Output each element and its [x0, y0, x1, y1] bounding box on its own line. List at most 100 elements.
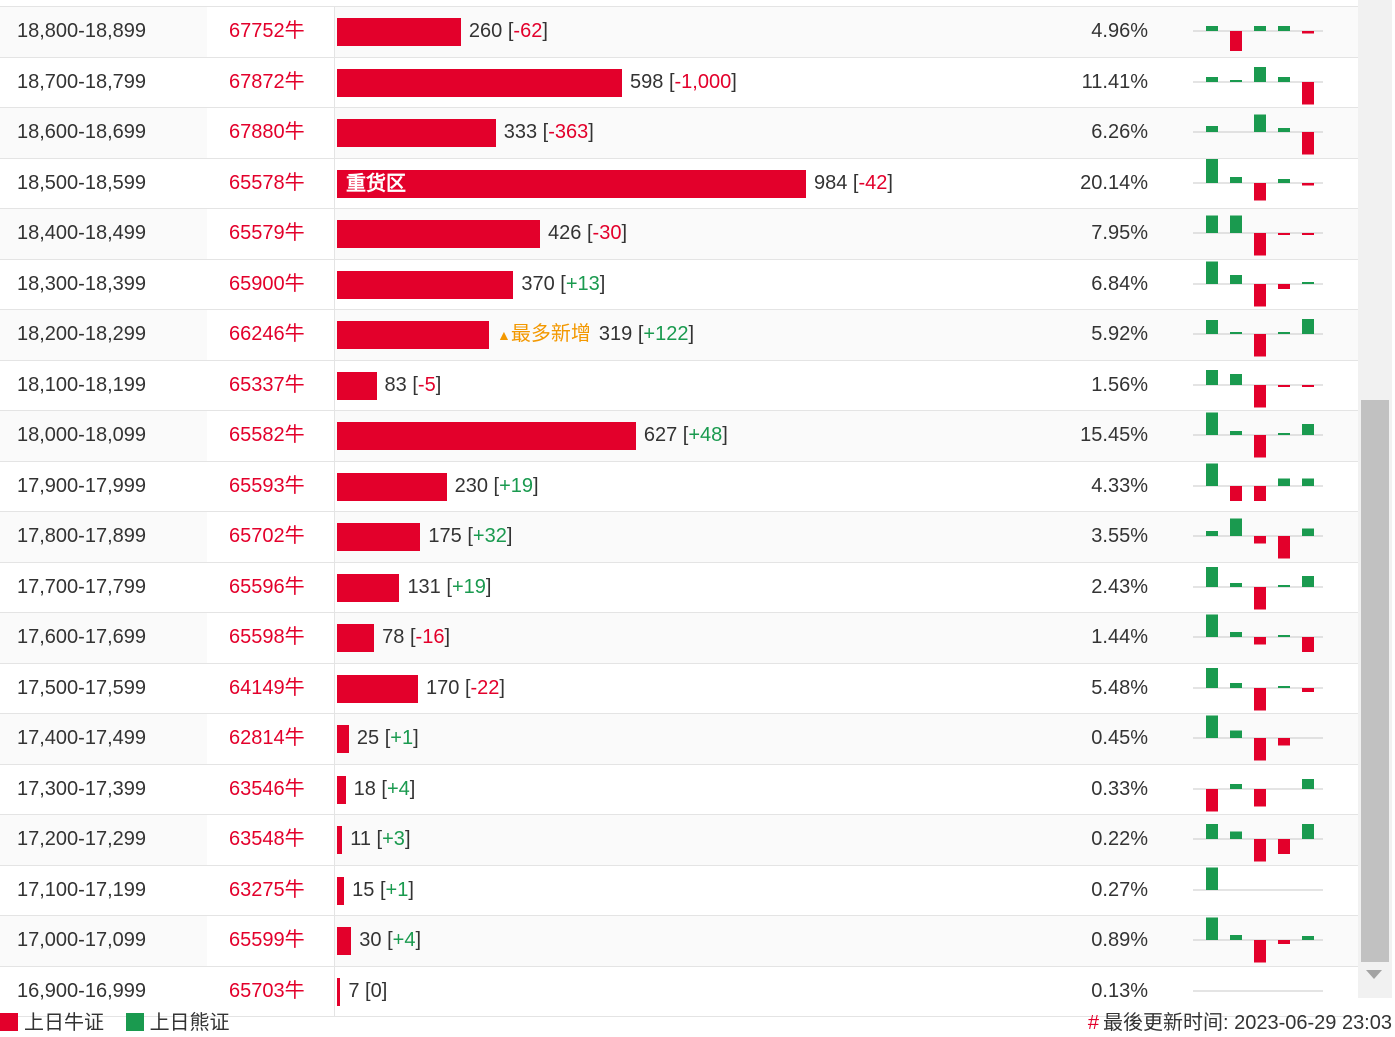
warrant-code-link[interactable]: 64149牛 — [207, 663, 335, 713]
volume-bar-cell: ▲最多新增 319 [+122] — [337, 310, 1037, 360]
sparkline-bar — [1206, 788, 1218, 811]
scroll-down-arrow-icon[interactable] — [1366, 970, 1382, 979]
table-row: 17,100-17,199 63275牛 15 [+1] 0.27% — [0, 865, 1358, 916]
volume-bar — [337, 826, 343, 854]
warrant-code-link[interactable]: 65582牛 — [207, 411, 335, 461]
volume-value: 319 — [598, 323, 633, 345]
bull-bear-distribution-table: 18,800-18,899 67752牛 260 [-62] 4.96% 18,700-… — [0, 6, 1358, 1017]
sparkline-bar — [1278, 685, 1290, 688]
strike-range: 17,600-17,699 — [17, 626, 147, 648]
warrant-code-link[interactable]: 67872牛 — [207, 57, 335, 107]
warrant-code-link[interactable]: 65578牛 — [207, 158, 335, 208]
volume-change: +4 — [392, 929, 416, 951]
sparkline-bar — [1254, 66, 1266, 82]
warrant-code-link[interactable]: 63275牛 — [207, 865, 335, 915]
volume-change: +32 — [472, 525, 507, 547]
sparkline-bar — [1206, 26, 1218, 31]
table-row: 17,600-17,699 65598牛 78 [-16] 1.44% — [0, 613, 1358, 664]
sparkline-chart — [1193, 463, 1323, 501]
sparkline-chart — [1193, 66, 1323, 104]
volume-value: 11 — [350, 828, 371, 850]
percentage: 0.33% — [1091, 777, 1148, 800]
sparkline-chart — [1193, 614, 1323, 652]
volume-change: -16 — [415, 626, 445, 648]
warrant-code-link[interactable]: 66246牛 — [207, 310, 335, 360]
sparkline-bar — [1278, 940, 1290, 944]
sparkline-bar — [1206, 531, 1218, 536]
warrant-code-link[interactable]: 65337牛 — [207, 360, 335, 410]
warrant-code-link[interactable]: 63548牛 — [207, 815, 335, 865]
sparkline-chart — [1193, 715, 1323, 761]
table-row: 18,000-18,099 65582牛 627 [+48] 15.45% — [0, 411, 1358, 462]
warrant-code-link[interactable]: 65703牛 — [207, 966, 335, 1016]
percentage: 3.55% — [1091, 525, 1148, 547]
volume-bar — [337, 270, 514, 299]
sparkline-bar — [1230, 274, 1242, 284]
sparkline-bar — [1230, 783, 1242, 789]
percentage: 4.96% — [1091, 20, 1148, 42]
sparkline-bar — [1206, 76, 1218, 82]
volume-bar-cell: 131 [+19] — [337, 563, 1037, 613]
volume-bar — [337, 68, 623, 97]
warrant-code-link[interactable]: 65599牛 — [207, 916, 335, 966]
volume-bar-cell: 370 [+13] — [337, 260, 1037, 310]
volume-bar — [337, 220, 541, 248]
warrant-code-link[interactable]: 65579牛 — [207, 209, 335, 259]
legend: 上日牛证 上日熊证 — [0, 1009, 246, 1037]
sparkline-chart — [1193, 412, 1323, 458]
warrant-code-link[interactable]: 62814牛 — [207, 714, 335, 764]
table-row: 18,500-18,599 65578牛 重货区 984 [-42] 20.14% — [0, 158, 1358, 209]
warrant-code-link[interactable]: 67880牛 — [207, 108, 335, 158]
volume-bar — [337, 573, 400, 602]
sparkline-bar — [1230, 332, 1242, 334]
volume-change: +19 — [499, 474, 534, 497]
volume-value: 260 — [468, 20, 503, 42]
volume-value: 598 — [630, 70, 664, 93]
volume-bar-cell: 重货区 984 [-42] — [337, 159, 1037, 209]
sparkline-bar — [1206, 412, 1218, 435]
volume-text: 370 [+13] — [521, 272, 606, 295]
updated-time: 2023-06-29 23:03 — [1234, 1012, 1392, 1034]
sparkline-chart — [1193, 518, 1323, 559]
strike-range: 18,000-18,099 — [17, 424, 147, 446]
sparkline-bar — [1278, 635, 1290, 637]
warrant-code-link[interactable]: 67752牛 — [207, 7, 335, 57]
volume-text: 25 [+1] — [356, 727, 419, 749]
warrant-code-link[interactable]: 65900牛 — [207, 259, 335, 309]
legend-bear: 上日熊证 — [125, 1009, 230, 1037]
warrant-code-link[interactable]: 65702牛 — [207, 512, 335, 562]
sparkline-bar — [1230, 215, 1242, 233]
volume-value: 131 — [407, 575, 441, 598]
strike-range: 18,500-18,599 — [17, 171, 147, 194]
strike-range: 17,100-17,199 — [17, 878, 147, 901]
volume-bar-cell: 170 [-22] — [337, 664, 1037, 714]
sparkline-bar — [1302, 233, 1314, 235]
sparkline-bar — [1302, 319, 1314, 334]
sparkline-bar — [1206, 369, 1218, 385]
percentage: 1.44% — [1091, 626, 1148, 648]
scrollbar-thumb[interactable] — [1361, 400, 1389, 962]
sparkline-bar — [1254, 637, 1266, 645]
warrant-code-link[interactable]: 63546牛 — [207, 764, 335, 814]
volume-value: 78 — [382, 626, 405, 648]
sparkline-bar — [1230, 582, 1242, 587]
warrant-code-link[interactable]: 65593牛 — [207, 461, 335, 511]
percentage: 0.22% — [1091, 828, 1148, 850]
sparkline-chart — [1193, 917, 1323, 963]
heavy-zone-label: 重货区 — [346, 172, 406, 195]
volume-bar — [337, 371, 377, 400]
table-row: 16,900-16,999 65703牛 7 [0] 0.13% — [0, 966, 1358, 1017]
sparkline-bar — [1278, 233, 1290, 235]
sparkline-bar — [1254, 384, 1266, 407]
volume-bar — [337, 472, 447, 501]
volume-change: -62 — [513, 20, 543, 42]
vertical-scrollbar[interactable] — [1358, 0, 1392, 998]
sparkline-bar — [1302, 384, 1314, 387]
volume-change: +1 — [390, 727, 414, 749]
volume-change: -363 — [548, 121, 589, 143]
sparkline-bar — [1254, 738, 1266, 761]
volume-change: 0 — [370, 979, 382, 1002]
warrant-code-link[interactable]: 65598牛 — [207, 613, 335, 663]
sparkline-bar — [1254, 940, 1266, 963]
warrant-code-link[interactable]: 65596牛 — [207, 562, 335, 612]
